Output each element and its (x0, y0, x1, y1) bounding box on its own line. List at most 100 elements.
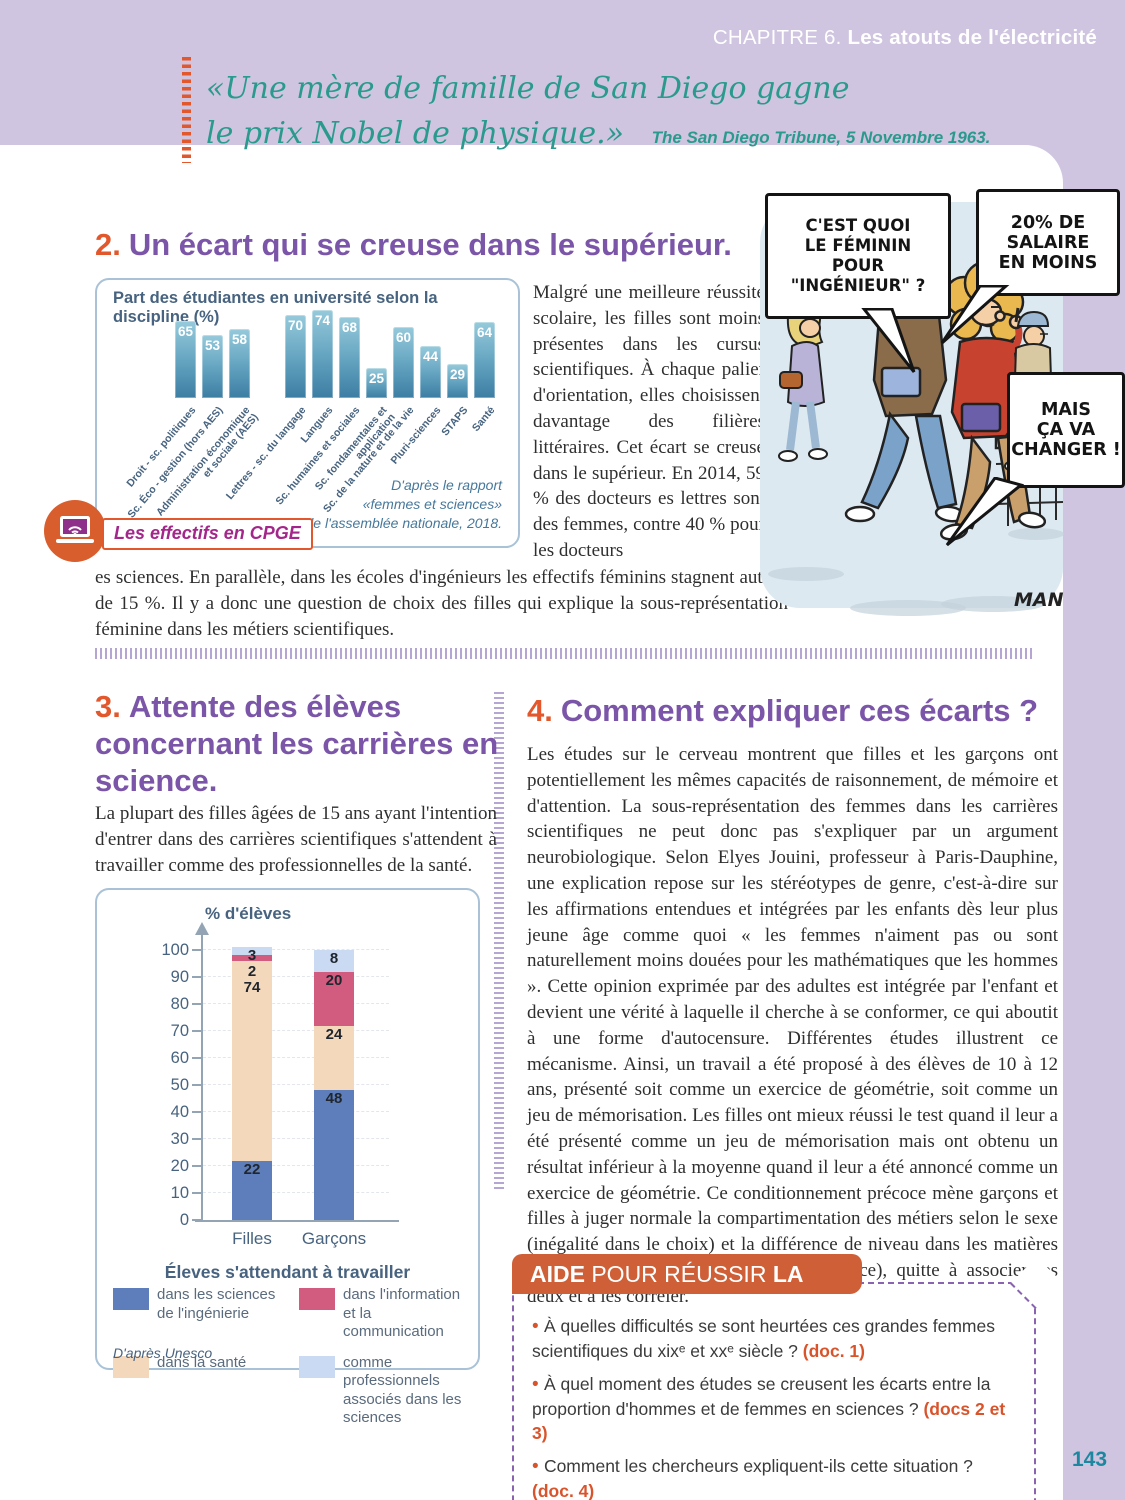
gridline (203, 1057, 389, 1058)
gridline (203, 1030, 389, 1031)
discipline-bar: 65 (175, 320, 196, 398)
aide-bullet: • Comment les chercheurs expliquent-ils … (532, 1456, 973, 1500)
aide-bullet: • À quelles difficultés se sont heurtées… (532, 1316, 995, 1361)
discipline-bar-value: 29 (449, 366, 466, 382)
y-tick-label: 70 (170, 1022, 189, 1040)
x-axis (195, 1220, 399, 1222)
cartoonist-signature: MAN (1014, 589, 1064, 611)
bullet-dot: • (532, 1316, 544, 1337)
doc-reference: (docs 2 et 3) (532, 1399, 1006, 1443)
discipline-bar-value: 44 (422, 348, 439, 364)
y-tick-label: 50 (170, 1076, 189, 1094)
gridline (203, 949, 389, 950)
discipline-bar-value: 60 (395, 329, 412, 345)
quote-line2: le prix Nobel de physique.» (206, 116, 625, 151)
discipline-bar: 64 (474, 321, 495, 398)
cpge-badge-circle[interactable] (44, 500, 106, 562)
discipline-bar-value: 68 (341, 320, 358, 336)
mission-help-banner: AIDE POUR RÉUSSIR LA MISSION (512, 1254, 862, 1327)
expectations-plot: 0 10 20 30 40 50 60 70 80 90 100 3 2 74 22 Filles 8 20 24 4… (97, 890, 478, 1260)
aide-word1: AIDE (530, 1261, 585, 1287)
y-tick (192, 1138, 202, 1140)
stack-segment-value: 2 (247, 963, 257, 981)
discipline-bar: 58 (229, 329, 250, 398)
section4-number: 4. (527, 693, 553, 728)
section2-heading: 2. Un écart qui se creuse dans le supérie… (95, 226, 735, 263)
y-tick-label: 60 (170, 1049, 189, 1067)
section4-paragraph: Les études sur le cerveau montrent que f… (527, 744, 1058, 1307)
y-tick-label: 90 (170, 968, 189, 986)
legend-label: dans l'information et la communication (343, 1286, 461, 1340)
discipline-bar: 68 (339, 317, 360, 398)
chart1-source: D'après le rapport «femmes et sciences» … (305, 477, 502, 531)
y-tick (192, 949, 202, 951)
stack-segment (314, 1090, 354, 1220)
aide-bullets: • À quelles difficultés se sont heurtées… (532, 1314, 1014, 1500)
aide-word2: POUR RÉUSSIR (584, 1261, 773, 1287)
doc-reference: (doc. 1) (802, 1341, 865, 1361)
section4-heading: 4. Comment expliquer ces écarts ? (527, 692, 1067, 729)
gridline (203, 1084, 389, 1085)
section3-title: Attente des élèves concernant les carriè… (95, 689, 499, 798)
discipline-bar-value: 58 (231, 332, 248, 347)
cpge-badge-label[interactable]: Les effectifs en CPGE (102, 518, 313, 550)
discipline-bar-value: 74 (314, 312, 331, 328)
gridline (203, 976, 389, 977)
stack-segment-value: 20 (325, 971, 343, 989)
x-category-label: Filles (232, 1229, 272, 1248)
doc-reference: (doc. 4) (532, 1481, 595, 1500)
stack-segment-value: 24 (325, 1025, 343, 1043)
bubble1-tail (861, 308, 916, 373)
gridline (203, 1111, 389, 1112)
gridline (203, 1138, 389, 1139)
legend-swatch (113, 1355, 149, 1378)
chart-expectations: % d'élèves 0 10 20 30 40 50 60 70 80 90 100 3 2 74 22 F… (95, 888, 480, 1426)
y-tick-label: 20 (170, 1157, 189, 1175)
stack-segment-value: 74 (243, 979, 261, 997)
legend-item: dans la santé (113, 1354, 291, 1428)
stack-segment (232, 947, 272, 956)
y-axis-arrow (195, 922, 209, 935)
discipline-bar-value: 64 (476, 324, 493, 340)
discipline-bar-value: 53 (204, 337, 221, 353)
legend-label: comme professionnels associés dans les s… (343, 1353, 462, 1427)
stack-segment-value: 8 (329, 950, 339, 967)
y-tick (192, 1192, 202, 1194)
y-tick (192, 1111, 202, 1113)
quote-attribution: The San Diego Tribune, 5 Novembre 1963. (651, 128, 991, 147)
stack-segment (232, 960, 272, 1161)
headline-quote: «Une mère de famille de San Diego gagne … (206, 66, 990, 156)
discipline-bar: 74 (312, 309, 333, 398)
y-tick-label: 0 (179, 1211, 189, 1229)
discipline-bar-value: 65 (177, 323, 194, 339)
speech-bubble-changer: MAIS ÇA VA CHANGER ! (1007, 372, 1125, 488)
discipline-bar: 53 (202, 334, 223, 398)
chapter-header: CHAPITRE 6. Les atouts de l'électricité (713, 26, 1097, 50)
stack-segment (314, 950, 354, 972)
y-tick-label: 10 (170, 1184, 189, 1202)
aide-bullet: • À quel moment des études se creusent l… (532, 1374, 1006, 1443)
stack-segment (314, 1025, 354, 1091)
legend-item: comme professionnels associés dans les s… (299, 1354, 472, 1428)
bubble2-tail (940, 285, 1010, 345)
chapter-title: Les atouts de l'électricité (847, 26, 1097, 49)
discipline-bar: 70 (285, 314, 306, 398)
bubble3-tail (945, 477, 1025, 547)
aide-word3: LA MISSION (530, 1261, 803, 1327)
section4-title: Comment expliquer ces écarts ? (560, 693, 1039, 728)
legend-swatch (299, 1355, 335, 1378)
stack-segment-value: 22 (243, 1160, 261, 1178)
chart2-title: % d'élèves (205, 904, 292, 923)
speech-bubble-salaire: 20% DE SALAIRE EN MOINS (976, 189, 1120, 296)
laptop-wifi-icon (56, 516, 94, 543)
gridline (203, 1192, 389, 1193)
discipline-bar-value: 25 (368, 371, 385, 387)
section2-title: Un écart qui se creuse dans le supérieur… (128, 227, 732, 262)
chart2-source: D'après Unesco (113, 1345, 213, 1361)
y-tick-label: 80 (170, 995, 189, 1013)
stack-segment (232, 955, 272, 961)
bullet-dot: • (532, 1456, 544, 1477)
section3-heading: 3. Attente des élèves concernant les carr… (95, 688, 527, 799)
legend-item: dans l'information et la communication (299, 1286, 472, 1342)
